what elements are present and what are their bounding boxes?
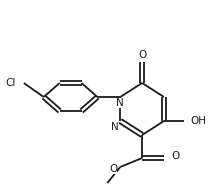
- Text: N: N: [111, 122, 118, 132]
- Text: Cl: Cl: [5, 78, 16, 88]
- Text: O: O: [171, 151, 179, 161]
- Text: N: N: [116, 98, 124, 108]
- Text: O: O: [109, 164, 117, 174]
- Text: O: O: [138, 50, 146, 60]
- Text: OH: OH: [191, 116, 207, 126]
